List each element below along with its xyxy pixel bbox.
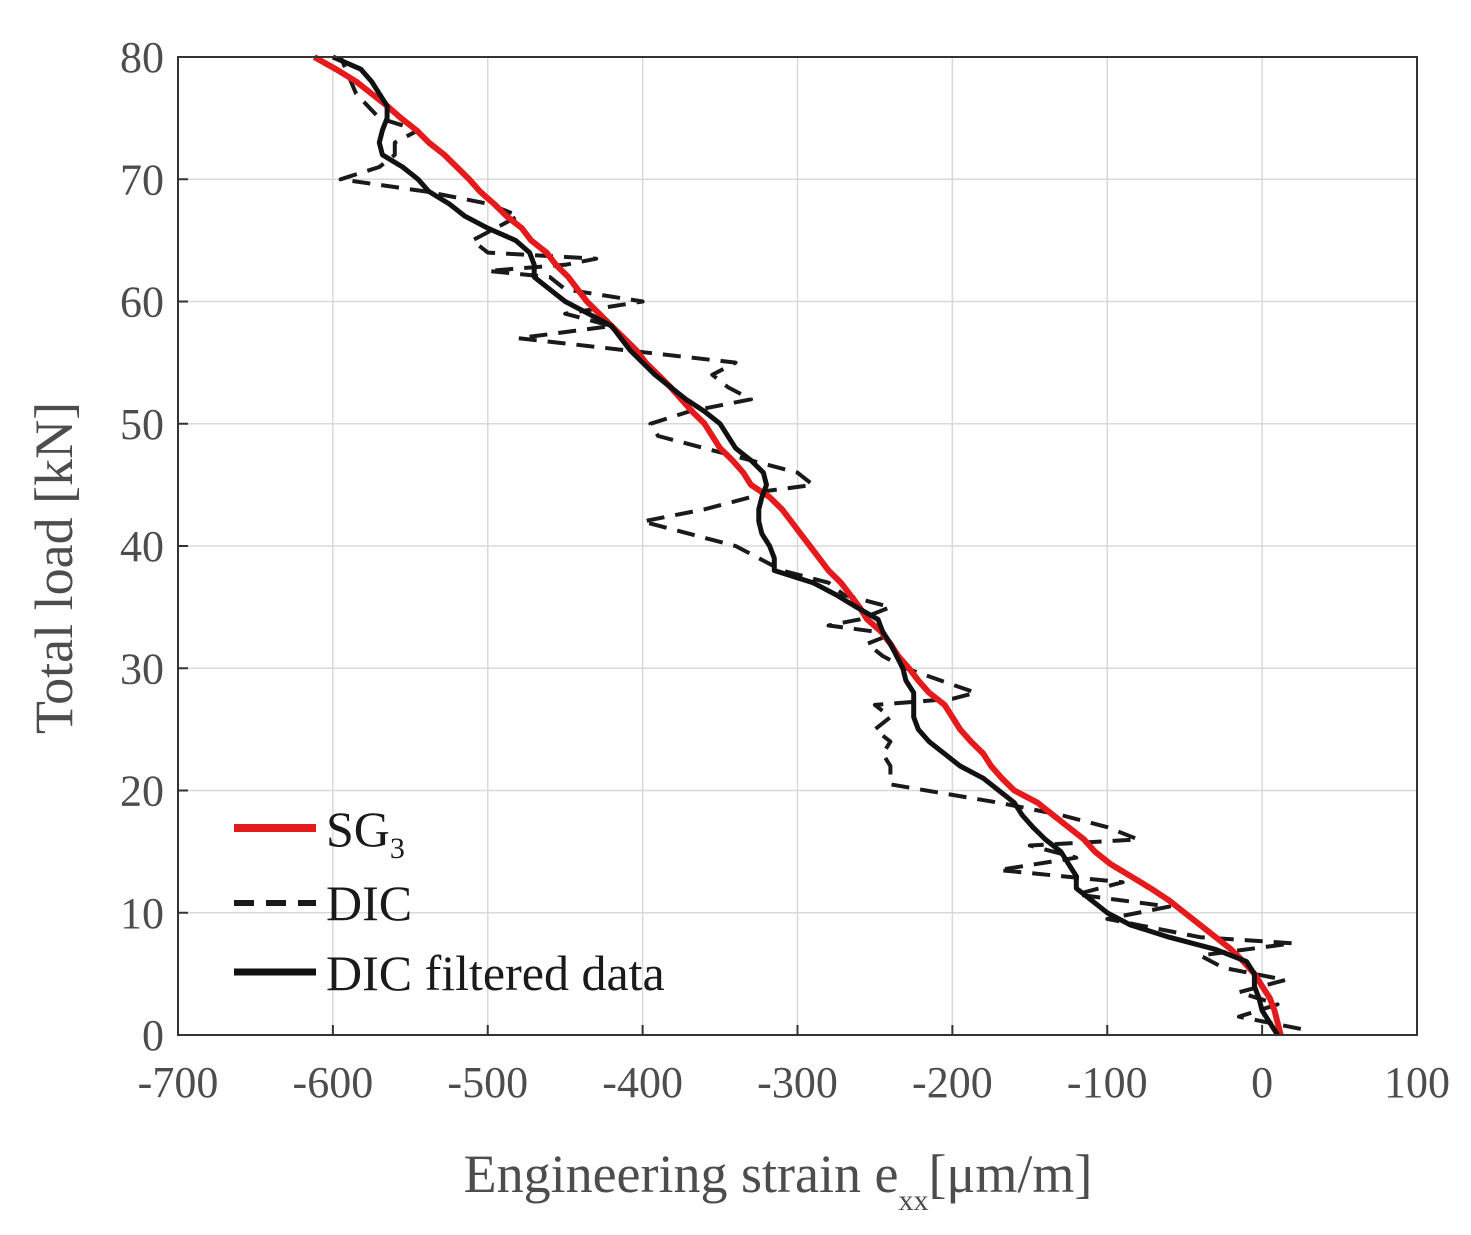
- y-tick-label: 70: [120, 155, 164, 204]
- series-layer: [312, 54, 1302, 1037]
- x-tick-label: 100: [1384, 1058, 1450, 1107]
- x-axis-title: Engineering strain exx[μm/m]: [464, 1144, 1093, 1217]
- y-tick-label: 30: [120, 644, 164, 693]
- y-tick-label: 20: [120, 767, 164, 816]
- y-tick-label: 60: [120, 278, 164, 327]
- x-tick-label: -600: [293, 1058, 374, 1107]
- legend-label-filtered: DIC filtered data: [326, 945, 665, 1001]
- y-tick-label: 10: [120, 889, 164, 938]
- x-tick-label: -500: [447, 1058, 528, 1107]
- legend-label-sg-main: SG: [326, 801, 390, 857]
- y-tick-label: 80: [120, 33, 164, 82]
- series-line-dic: [338, 56, 1302, 1031]
- x-tick-label: -200: [912, 1058, 993, 1107]
- x-axis-title-unit: [μm/m]: [928, 1144, 1092, 1204]
- x-tick-label: 0: [1251, 1058, 1273, 1107]
- x-tick-label: -400: [602, 1058, 683, 1107]
- x-tick-label: -100: [1067, 1058, 1148, 1107]
- y-tick-label: 0: [142, 1011, 164, 1060]
- y-tick-label: 40: [120, 522, 164, 571]
- x-axis-title-subscript: xx: [898, 1184, 928, 1217]
- series-line-sg: [312, 54, 1284, 1036]
- y-tick-label: 50: [120, 400, 164, 449]
- y-axis-ticks: 0 10 20 30 40 50 60 70 80: [120, 33, 188, 1060]
- legend: SG3 DIC DIC filtered data: [234, 801, 665, 1001]
- legend-label-sg-subscript: 3: [390, 832, 405, 865]
- x-axis-title-main: Engineering strain e: [464, 1144, 899, 1204]
- x-tick-label: -700: [138, 1058, 219, 1107]
- series-line-dic-filtered: [331, 54, 1280, 1037]
- x-axis-ticks: -700 -600 -500 -400 -300 -200 -100 0 100: [138, 1025, 1450, 1107]
- legend-label-dic: DIC: [326, 875, 412, 931]
- legend-label-sg: SG3: [326, 801, 405, 865]
- y-axis-title: Total load [kN]: [24, 402, 84, 734]
- x-tick-label: -300: [757, 1058, 838, 1107]
